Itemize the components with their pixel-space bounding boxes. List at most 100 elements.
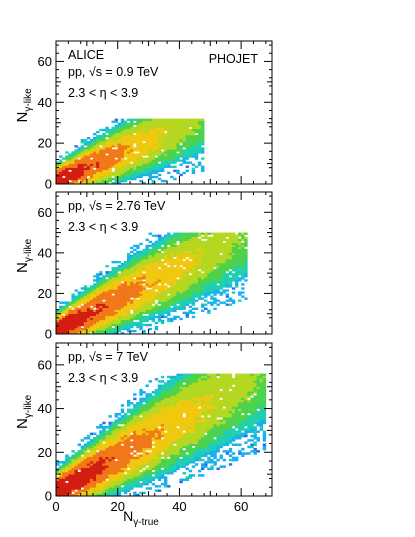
heatmap-cell — [59, 465, 63, 468]
heatmap-cell — [216, 275, 220, 278]
heatmap-cell — [167, 467, 171, 471]
heatmap-cell — [86, 159, 91, 162]
heatmap-cell — [194, 463, 199, 466]
heatmap-cell — [77, 159, 81, 162]
heatmap-cell — [160, 321, 165, 325]
heatmap-cell — [182, 388, 186, 392]
heatmap-cell — [114, 465, 119, 468]
heatmap-cell — [154, 163, 159, 166]
heatmap-cell — [188, 417, 193, 420]
heatmap-cell — [225, 299, 230, 302]
heatmap-cell — [191, 236, 196, 239]
heatmap-cell — [80, 171, 85, 175]
heatmap-cell — [123, 321, 128, 325]
heatmap-cell — [139, 179, 143, 183]
heatmap-cell — [102, 303, 106, 306]
heatmap-cell — [216, 273, 220, 276]
heatmap-cell — [188, 153, 193, 156]
heatmap-cell — [99, 430, 103, 433]
heatmap-cell — [160, 263, 165, 266]
heatmap-cell — [164, 141, 168, 144]
heatmap-cell — [77, 307, 81, 310]
heatmap-cell — [111, 478, 115, 481]
heatmap-cell — [170, 303, 174, 306]
heatmap-cell — [160, 242, 165, 246]
heatmap-cell — [157, 122, 162, 126]
heatmap-cell — [108, 478, 112, 481]
heatmap-cell — [182, 301, 186, 304]
heatmap-cell — [191, 377, 196, 381]
heatmap-cell — [65, 487, 69, 490]
heatmap-cell — [108, 474, 112, 477]
heatmap-cell — [154, 397, 159, 401]
heatmap-cell — [96, 436, 100, 440]
heatmap-cell — [197, 149, 202, 152]
heatmap-cell — [120, 327, 125, 331]
heatmap-cell — [234, 277, 239, 280]
heatmap-cell — [80, 463, 85, 466]
heatmap-cell — [194, 263, 199, 266]
heatmap-cell — [139, 263, 143, 266]
heatmap-cell — [130, 313, 134, 317]
heatmap-cell — [130, 151, 134, 154]
heatmap-cell — [102, 181, 106, 184]
heatmap-cell — [114, 159, 119, 162]
heatmap-cell — [77, 171, 81, 175]
heatmap-cell — [80, 181, 85, 184]
heatmap-cell — [157, 474, 162, 477]
heatmap-cell — [157, 141, 162, 144]
heatmap-cell — [160, 161, 165, 164]
heatmap-cell — [176, 281, 180, 284]
heatmap-cell — [126, 421, 131, 425]
heatmap-cell — [182, 271, 186, 274]
heatmap-cell — [117, 465, 122, 468]
heatmap-cell — [74, 163, 78, 166]
heatmap-cell — [188, 289, 193, 292]
heatmap-cell — [59, 469, 63, 473]
heatmap-cell — [99, 273, 103, 276]
heatmap-cell — [136, 267, 140, 270]
heatmap-cell — [96, 143, 100, 146]
heatmap-cell — [108, 277, 112, 280]
heatmap-cell — [136, 256, 140, 260]
heatmap-cell — [111, 489, 115, 492]
heatmap-cell — [89, 285, 94, 288]
heatmap-cell — [176, 122, 180, 126]
heatmap-cell — [185, 134, 189, 138]
heatmap-cell — [62, 323, 66, 327]
heatmap-cell — [139, 297, 143, 300]
heatmap-cell — [173, 406, 177, 409]
heatmap-cell — [182, 234, 186, 237]
heatmap-cell — [179, 380, 183, 383]
heatmap-cell — [130, 275, 134, 278]
heatmap-cell — [89, 439, 94, 442]
heatmap-cell — [167, 319, 171, 323]
heatmap-cell — [56, 165, 60, 168]
heatmap-cell — [234, 244, 239, 248]
heatmap-cell — [157, 130, 162, 134]
heatmap-cell — [197, 423, 202, 427]
heatmap-cell — [123, 124, 128, 128]
heatmap-cell — [167, 161, 171, 164]
heatmap-cell — [167, 299, 171, 302]
heatmap-cell — [123, 132, 128, 136]
heatmap-cell — [74, 157, 78, 160]
heatmap-cell — [65, 165, 69, 168]
heatmap-cell — [204, 250, 208, 254]
heatmap-cell — [228, 277, 233, 280]
heatmap-cell — [170, 258, 174, 262]
heatmap-cell — [170, 147, 174, 150]
heatmap-cell — [210, 285, 214, 288]
heatmap-cell — [105, 293, 109, 296]
heatmap-cell — [71, 327, 75, 331]
heatmap-cell — [96, 465, 100, 468]
heatmap-cell — [164, 279, 168, 282]
heatmap-cell — [188, 122, 193, 126]
heatmap-cell — [157, 295, 162, 298]
heatmap-cell — [74, 165, 78, 168]
heatmap-cell — [130, 417, 134, 420]
heatmap-cell — [164, 305, 168, 308]
heatmap-cell — [93, 299, 97, 302]
heatmap-cell — [77, 149, 81, 152]
heatmap-cell — [222, 285, 227, 288]
